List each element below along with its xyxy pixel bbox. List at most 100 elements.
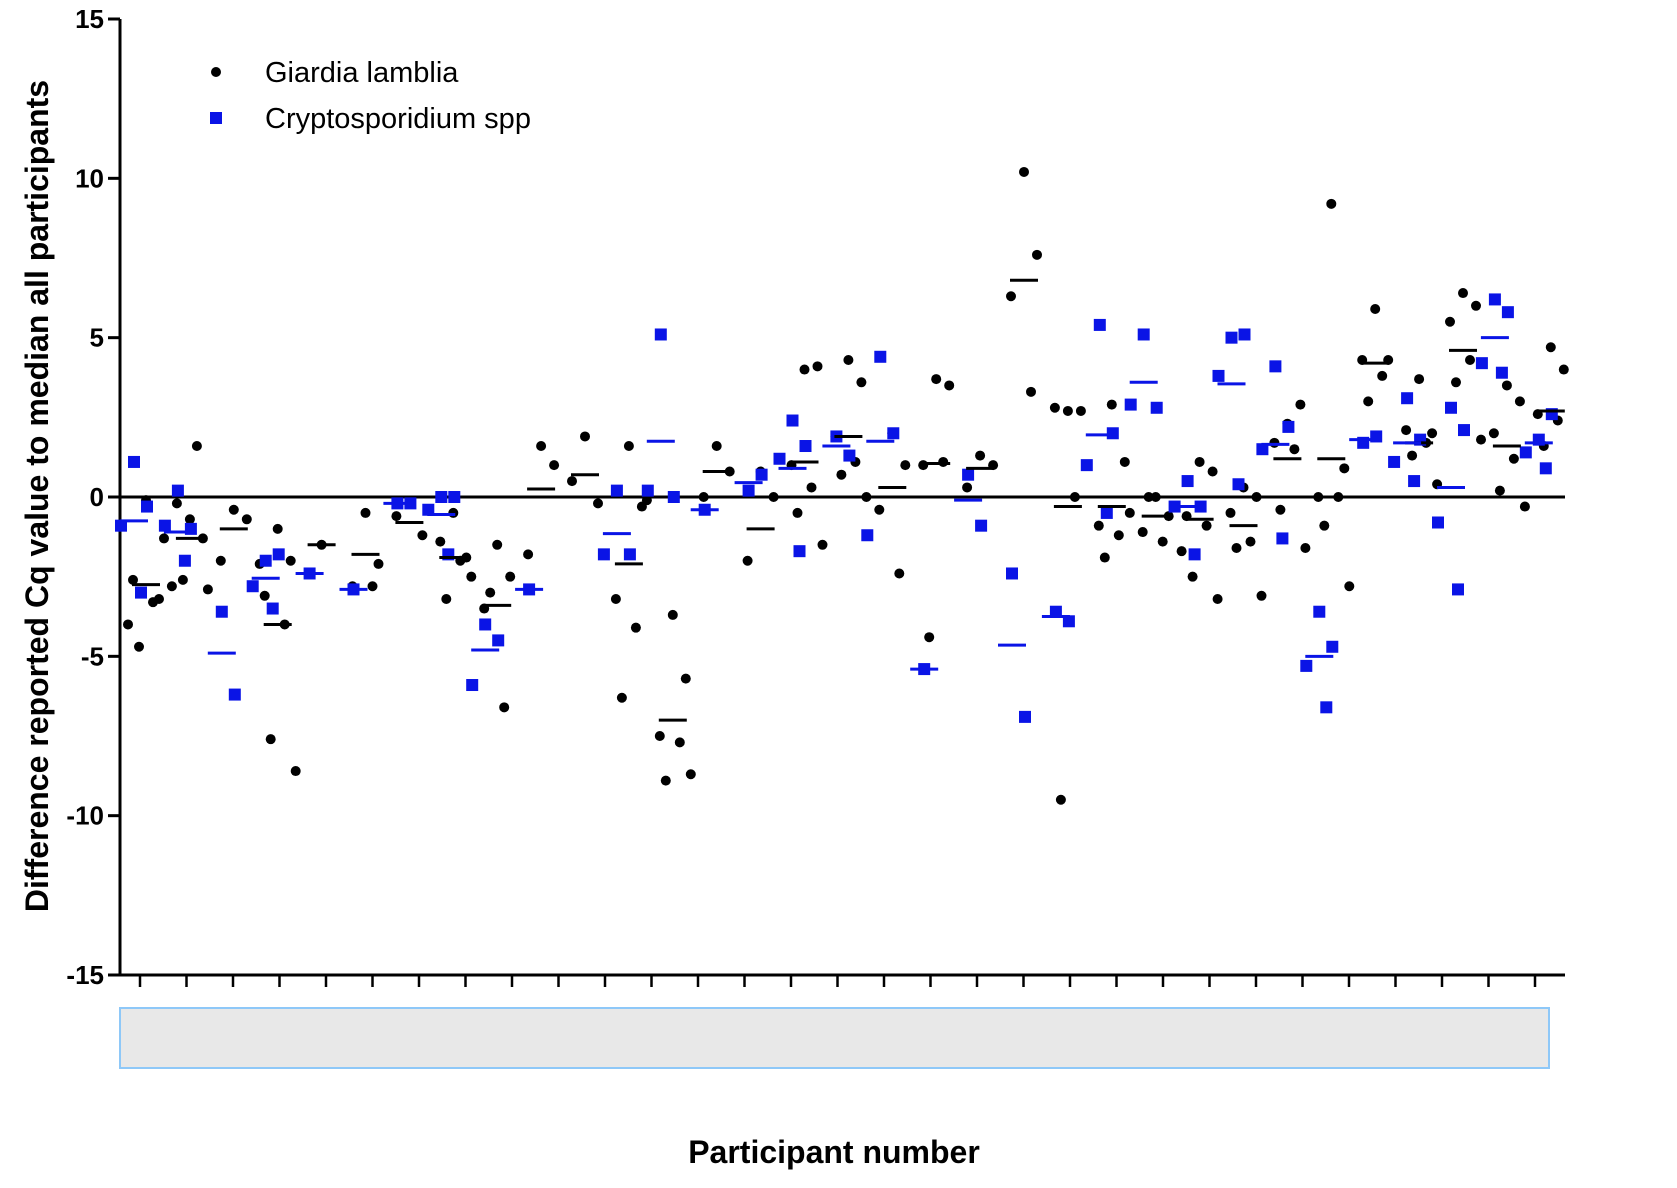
giardia-point — [1363, 396, 1374, 407]
giardia-point — [817, 539, 828, 550]
y-tick-label: 15 — [75, 4, 104, 34]
crypto-point — [874, 350, 887, 363]
legend-marker-giardia — [211, 67, 221, 77]
crypto-point — [1539, 462, 1552, 475]
crypto-point — [755, 468, 768, 481]
giardia-point — [1187, 571, 1198, 582]
median-marks — [120, 278, 1565, 722]
giardia-point — [593, 498, 603, 509]
giardia-point — [1075, 405, 1086, 416]
crypto-point — [178, 554, 191, 567]
giardia-point — [441, 593, 452, 604]
crypto-point — [742, 484, 755, 497]
crypto-point — [1100, 506, 1113, 519]
giardia-point — [836, 469, 847, 480]
crypto-point — [158, 519, 171, 532]
giardia-point — [373, 558, 384, 569]
plot-marks — [115, 166, 1569, 805]
giardia-point — [1269, 437, 1280, 448]
giardia-point — [177, 574, 188, 585]
giardia-point — [1006, 291, 1016, 302]
giardia-point — [799, 364, 810, 375]
giardia-point — [711, 441, 722, 452]
giardia-point — [630, 622, 641, 633]
crypto-point — [479, 618, 492, 631]
giardia-point — [215, 555, 226, 566]
crypto-point — [1181, 475, 1194, 488]
giardia-point — [466, 571, 477, 582]
giardia-point — [1019, 166, 1029, 177]
giardia-point — [567, 476, 577, 487]
crypto-point — [115, 519, 127, 532]
crypto-point — [135, 586, 147, 599]
giardia-point — [499, 702, 510, 713]
giardia-point — [1069, 492, 1080, 502]
giardia-point — [259, 590, 270, 601]
crypto-point — [1106, 427, 1119, 440]
giardia-point — [202, 584, 213, 595]
y-tick-label: 5 — [90, 323, 104, 353]
giardia-point — [1445, 316, 1455, 327]
giardia-point — [1407, 450, 1418, 461]
giardia-point — [1157, 536, 1168, 547]
crypto-point — [1124, 398, 1137, 411]
crypto-point — [773, 452, 786, 465]
crypto-point — [975, 519, 988, 532]
crypto-point — [1238, 328, 1251, 341]
giardia-point — [742, 555, 753, 566]
crypto-point — [667, 491, 680, 503]
crypto-point — [492, 634, 505, 647]
giardia-point — [1225, 507, 1236, 518]
giardia-point — [435, 536, 446, 547]
giardia-point — [1176, 546, 1187, 557]
giardia-point — [505, 571, 516, 582]
crypto-point — [610, 484, 623, 497]
crypto-point — [623, 548, 636, 561]
giardia-point — [1465, 354, 1475, 365]
crypto-point — [1225, 331, 1238, 344]
giardia-point — [1514, 396, 1525, 407]
crypto-point — [1019, 710, 1031, 723]
crypto-point — [861, 529, 874, 542]
giardia-point — [685, 769, 696, 780]
crypto-point — [1282, 420, 1295, 433]
giardia-point — [962, 482, 973, 493]
giardia-point — [1137, 527, 1148, 538]
giardia-point — [549, 460, 560, 471]
giardia-point — [924, 632, 935, 643]
legend-label-giardia: Giardia lamblia — [265, 57, 459, 89]
x-ticks — [138, 975, 1537, 987]
giardia-point — [856, 377, 867, 388]
crypto-point — [215, 605, 228, 618]
giardia-point — [492, 539, 503, 550]
giardia-point — [134, 641, 144, 652]
giardia-point — [944, 380, 955, 391]
crypto-point — [1495, 366, 1508, 379]
giardia-point — [1049, 402, 1060, 413]
crypto-point — [1313, 605, 1326, 618]
giardia-point — [417, 530, 428, 541]
crypto-point — [1049, 605, 1062, 618]
giardia-point — [1300, 542, 1311, 553]
giardia-point — [580, 431, 590, 442]
giardia-point — [1326, 198, 1337, 209]
crypto-point — [246, 580, 259, 593]
giardia-point — [166, 581, 177, 592]
giardia-point — [1093, 520, 1104, 531]
giardia-point — [448, 507, 459, 518]
crypto-point — [1062, 615, 1075, 628]
giardia-point — [894, 568, 905, 579]
giardia-point — [1099, 552, 1110, 563]
giardia-point — [1113, 530, 1124, 541]
crypto-point — [1269, 360, 1282, 373]
y-tick-label: 0 — [90, 482, 104, 512]
crypto-point — [1401, 392, 1414, 405]
crypto-point — [799, 440, 812, 453]
giardia-point — [148, 597, 158, 608]
giardia-point — [1119, 456, 1130, 467]
crypto-point — [654, 328, 667, 341]
crypto-point — [266, 602, 279, 615]
giardia-point — [1201, 520, 1212, 531]
giardia-point — [1471, 300, 1481, 311]
